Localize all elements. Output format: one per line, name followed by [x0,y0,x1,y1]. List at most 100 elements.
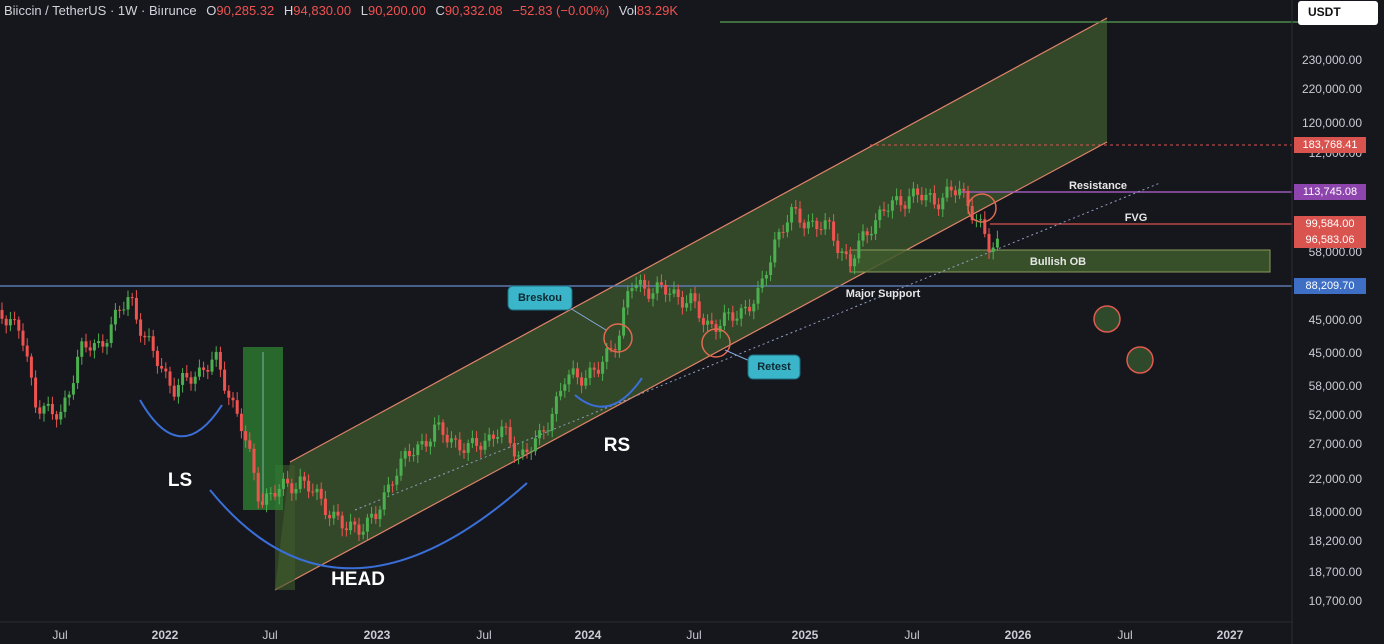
candle-body [571,368,575,375]
candle-body [50,403,54,415]
candle-body [189,377,193,384]
candle-body [542,430,546,432]
candle-body [126,297,130,310]
candle-body [714,324,718,332]
open-label: O [206,3,216,18]
candle-body [651,293,655,299]
time-axis-label: Jul [262,628,277,642]
candle-body [197,367,201,377]
candle-body [92,343,96,351]
candle-body [735,318,739,321]
candle-body [592,367,596,370]
candle-body [386,484,390,493]
price-axis-label: 18,200.00 [1309,534,1363,548]
candle-body [416,444,420,456]
candle-body [680,296,684,308]
price-axis-label: 120,000.00 [1302,116,1362,130]
candle-body [147,336,151,338]
candle-body [802,222,806,229]
candle-body [391,484,395,486]
candle-body [916,188,920,195]
time-axis-label: 2024 [575,628,602,642]
candle-body [777,231,781,240]
candle-body [286,478,290,484]
candle-body [760,278,764,288]
candle-body [773,239,777,263]
candle-body [517,455,521,457]
candle-body [323,498,327,516]
candle-body [584,378,588,386]
candle-body [139,319,143,336]
candle-body [638,279,642,285]
symbol: Biiccin / TetherUS · 1W · Biırunce [4,3,197,18]
resistance-label: Resistance [1069,180,1127,192]
head-arc [209,482,528,570]
candle-body [559,390,563,397]
candle-body [160,365,164,369]
candle-body [722,312,726,326]
candle-body [290,483,294,494]
candle-body [941,197,945,210]
candle-body [109,324,113,344]
price-axis-label: 58,000.00 [1309,379,1363,393]
volume-label: Vol [619,3,637,18]
candle-body [634,284,638,289]
candle-body [588,367,592,379]
candle-body [739,308,743,319]
time-axis-label: 2022 [152,628,179,642]
candle-body [428,441,432,447]
candle-body [928,193,932,195]
candle-body [823,220,827,230]
candle-body [685,303,689,308]
breakout-callout [507,285,573,311]
price-tag-label: 183,768.41 [1302,139,1357,151]
candle-body [853,258,857,267]
candle-body [832,221,836,241]
low: 90,200.00 [368,3,426,18]
candle-body [790,207,794,223]
channel-lower [274,141,1108,591]
candle-body [647,288,651,299]
candle-body [382,492,386,510]
candle-body [193,376,197,384]
candle-body [307,480,311,492]
time-axis-label: Jul [1117,628,1132,642]
candle-body [315,488,319,493]
candle-body [231,397,235,401]
candle-body [80,341,84,357]
volume: 83.29K [637,3,679,18]
candle-body [294,488,298,494]
candle-body [71,383,75,395]
candle-body [970,206,974,221]
candle-body [46,403,50,406]
breakout-circle [603,323,633,353]
target-circle [1126,346,1154,374]
candle-body [819,229,823,231]
candle-body [811,220,815,222]
candle-body [302,476,306,481]
candle-body [496,437,500,439]
candle-body [798,208,802,223]
retest-callout [747,354,801,380]
candle-body [991,247,995,252]
candle-body [979,219,983,221]
candle-body [155,350,159,366]
candle-body [332,511,336,519]
candle-body [504,426,508,428]
candle-body [424,441,428,447]
candle-body [563,384,567,391]
candle-body [605,348,609,362]
candle-body [113,309,117,325]
candle-body [882,209,886,212]
candle-body [206,369,210,372]
candle-body [958,188,962,196]
candle-body [122,309,126,311]
candle-body [399,458,403,476]
price-axis-label: 22,000.00 [1309,472,1363,486]
low-label: L [361,3,368,18]
candle-body [937,204,941,210]
candle-body [924,194,928,201]
candle-body [659,282,663,285]
candle-body [521,449,525,456]
